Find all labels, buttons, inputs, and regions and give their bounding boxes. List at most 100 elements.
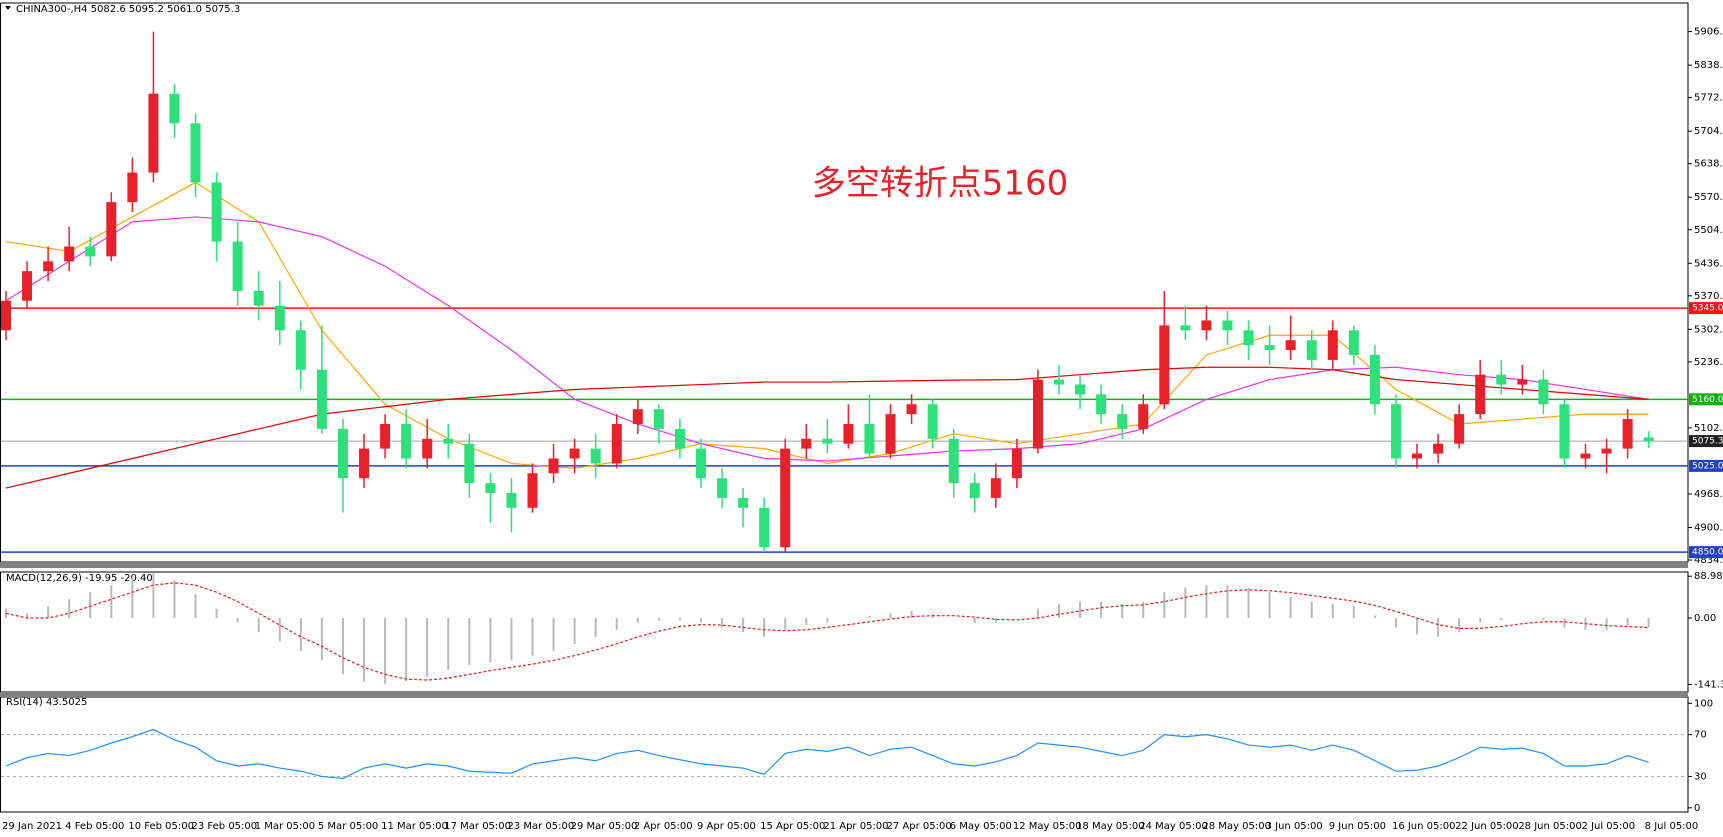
candle-body bbox=[1222, 320, 1233, 331]
chart-title: CHINA300-,H4 5082.6 5095.2 5061.0 5075.3 bbox=[16, 4, 240, 15]
x-tick-label: 16 Jun 05:00 bbox=[1392, 821, 1456, 832]
x-tick-label: 3 Jun 05:00 bbox=[1266, 821, 1323, 832]
candle-body bbox=[85, 246, 96, 257]
price-tag bbox=[1689, 435, 1723, 448]
y-tick-label: 4834.0 bbox=[1694, 555, 1723, 566]
candle-body bbox=[1622, 419, 1633, 449]
price-tag-label: 5025.0 bbox=[1692, 461, 1723, 471]
y-tick-label: -141.39 bbox=[1694, 679, 1723, 690]
candle-body bbox=[611, 423, 622, 464]
candle-body bbox=[1306, 340, 1317, 360]
candle-body bbox=[359, 448, 370, 479]
price-tag bbox=[1689, 546, 1723, 559]
y-tick-label: 5302.0 bbox=[1694, 324, 1723, 335]
candle-body bbox=[1054, 379, 1064, 385]
x-tick-label: 8 Jul 05:00 bbox=[1645, 821, 1699, 832]
candle-body bbox=[1327, 330, 1338, 360]
candle-body bbox=[190, 123, 201, 183]
x-tick-label: 5 Mar 05:00 bbox=[318, 821, 378, 832]
candle-body bbox=[337, 428, 348, 479]
candle-body bbox=[506, 492, 517, 508]
x-tick-label: 2 Apr 05:00 bbox=[634, 821, 693, 832]
candle-body bbox=[1096, 394, 1107, 415]
candle-body bbox=[1201, 320, 1212, 331]
candle-body bbox=[1433, 443, 1444, 454]
candle-body bbox=[1159, 325, 1170, 405]
panel-frame bbox=[0, 696, 1689, 813]
candle-body bbox=[864, 423, 875, 454]
y-tick-label: 0.00 bbox=[1694, 613, 1716, 624]
y-tick-label: 5838.0 bbox=[1694, 60, 1723, 71]
candle-body bbox=[422, 438, 433, 459]
candle-body bbox=[548, 458, 559, 474]
x-tick-label: 29 Jan 2021 bbox=[2, 821, 62, 832]
price-tag-label: 5075.3 bbox=[1692, 437, 1723, 447]
x-tick-label: 1 Mar 05:00 bbox=[255, 821, 315, 832]
candle-body bbox=[1601, 448, 1612, 454]
candle-body bbox=[1496, 374, 1507, 385]
y-tick-label: 100 bbox=[1694, 698, 1713, 709]
y-tick-label: 88.98 bbox=[1694, 571, 1723, 582]
candle-body bbox=[885, 414, 896, 454]
y-tick-label: 5638.0 bbox=[1694, 159, 1723, 170]
candle-body bbox=[64, 246, 75, 262]
x-tick-label: 27 Apr 05:00 bbox=[887, 821, 952, 832]
y-tick-label: 5102.0 bbox=[1694, 423, 1723, 434]
x-tick-label: 24 May 05:00 bbox=[1139, 821, 1208, 832]
candle-body bbox=[1580, 453, 1591, 459]
x-tick-label: 11 Mar 05:00 bbox=[381, 821, 448, 832]
x-tick-label: 9 Apr 05:00 bbox=[697, 821, 756, 832]
price-tag-label: 4850.0 bbox=[1692, 548, 1723, 558]
menu-arrow[interactable] bbox=[5, 6, 11, 10]
candle-body bbox=[948, 438, 959, 484]
candle-body bbox=[1475, 374, 1486, 415]
price-tag bbox=[1689, 459, 1723, 472]
rsi-title: RSI(14) 43.5025 bbox=[6, 697, 87, 708]
x-tick-label: 17 Mar 05:00 bbox=[444, 821, 511, 832]
candle-body bbox=[464, 443, 475, 484]
candle-body bbox=[569, 448, 580, 459]
candle-body bbox=[1348, 330, 1359, 355]
panel-frame bbox=[0, 2, 1689, 563]
price-tag bbox=[1689, 302, 1723, 315]
candle-body bbox=[169, 93, 180, 124]
candle-body bbox=[127, 172, 138, 203]
candle-body bbox=[653, 409, 664, 429]
candle-body bbox=[674, 428, 685, 449]
candle-body bbox=[1559, 404, 1570, 459]
x-tick-label: 10 Feb 05:00 bbox=[128, 821, 194, 832]
candle-body bbox=[295, 330, 306, 370]
candle-body bbox=[822, 438, 833, 444]
candle-body bbox=[843, 423, 854, 444]
candle-body bbox=[969, 483, 980, 498]
y-tick-label: 5370.0 bbox=[1694, 291, 1723, 302]
candle-body bbox=[1075, 384, 1086, 395]
candle-body bbox=[22, 271, 33, 301]
x-tick-label: 18 May 05:00 bbox=[1076, 821, 1145, 832]
candle-body bbox=[695, 448, 706, 479]
rsi-line bbox=[5, 728, 1649, 780]
price-tag bbox=[1689, 393, 1723, 406]
candle-body bbox=[1454, 414, 1465, 444]
y-tick-label: 4900.0 bbox=[1694, 522, 1723, 533]
candle-body bbox=[759, 507, 770, 548]
x-tick-label: 4 Feb 05:00 bbox=[65, 821, 124, 832]
x-tick-label: 6 May 05:00 bbox=[950, 821, 1012, 832]
candle-body bbox=[927, 404, 938, 439]
y-tick-label: 30 bbox=[1694, 771, 1707, 782]
candle-body bbox=[316, 369, 327, 429]
y-tick-label: 5704.0 bbox=[1694, 126, 1723, 137]
candle-body bbox=[1, 300, 11, 331]
candle-body bbox=[906, 404, 917, 415]
candle-body bbox=[1390, 404, 1401, 459]
price-tag-label: 5160.0 bbox=[1692, 395, 1723, 405]
candle-body bbox=[1032, 379, 1043, 449]
candle-body bbox=[527, 473, 538, 508]
candle-body bbox=[43, 261, 54, 272]
y-tick-label: 4968.0 bbox=[1694, 489, 1723, 500]
y-tick-label: 0 bbox=[1694, 803, 1700, 814]
candle-body bbox=[1264, 345, 1275, 351]
candle-body bbox=[632, 409, 643, 424]
panel-separator bbox=[0, 563, 1688, 568]
